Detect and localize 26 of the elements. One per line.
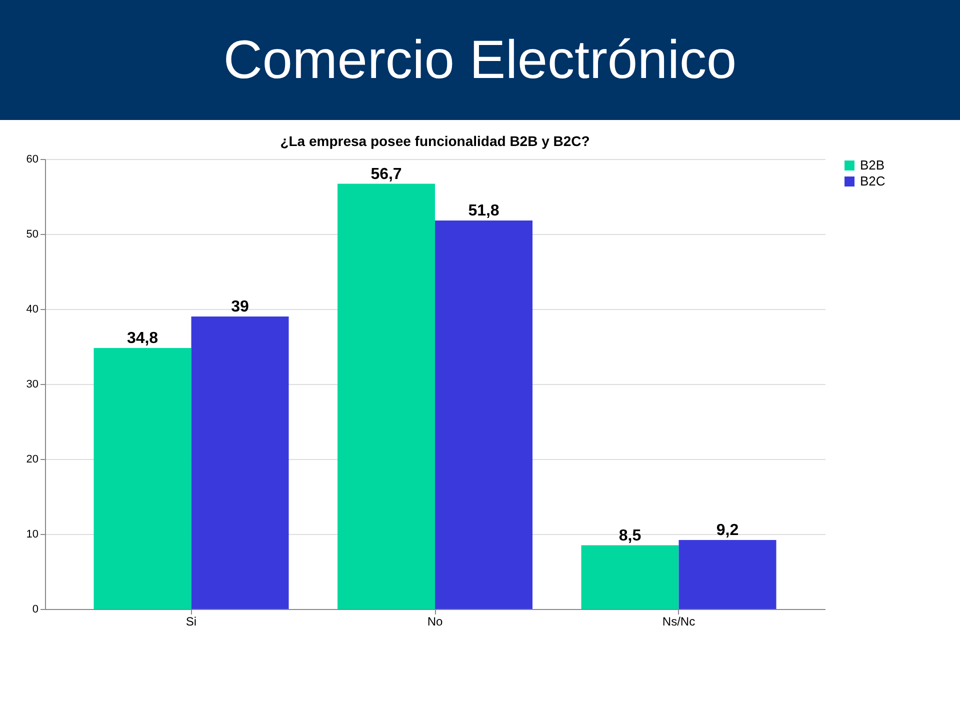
data-label: 8,5: [618, 527, 642, 544]
bar: [338, 184, 435, 609]
y-tick-label: 20: [26, 454, 38, 466]
bar: [435, 220, 532, 609]
y-tick-label: 60: [26, 154, 38, 166]
legend-label: B2C: [860, 174, 886, 188]
y-tick-label: 10: [26, 528, 38, 540]
x-tick-label: Si: [186, 614, 197, 628]
data-label: 9,2: [716, 522, 739, 539]
bar: [581, 545, 679, 609]
chart-subtitle: ¿La empresa posee funcionalidad B2B y B2C?: [280, 133, 590, 149]
y-tick-label: 0: [32, 604, 38, 616]
data-label: 56,7: [370, 166, 402, 183]
y-tick-label: 30: [26, 378, 38, 390]
y-tick-label: 50: [26, 228, 38, 240]
bar: [94, 348, 192, 609]
data-label: 34,8: [126, 330, 158, 347]
bar: [678, 540, 776, 609]
bar: [191, 316, 289, 609]
x-tick-label: Ns/Nc: [662, 614, 696, 628]
data-label: 51,8: [468, 202, 500, 220]
legend-label: B2B: [860, 158, 885, 172]
chart-title: Comercio Electrónico: [0, 0, 960, 120]
y-tick-label: 40: [26, 304, 38, 316]
x-tick-label: No: [427, 614, 443, 628]
data-label: 39: [231, 298, 249, 316]
